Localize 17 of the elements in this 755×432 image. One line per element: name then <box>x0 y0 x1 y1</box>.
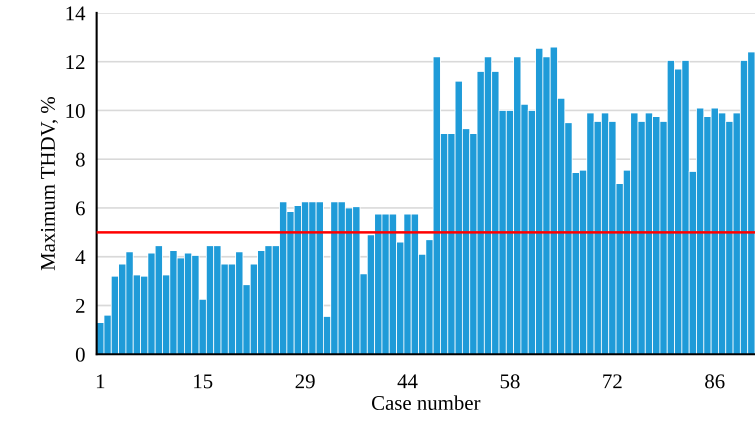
y-tick-label: 14 <box>66 6 86 20</box>
y-tick-label: 8 <box>76 152 85 167</box>
y-tick-label: 12 <box>66 55 84 69</box>
y-tick-label: 6 <box>76 201 85 216</box>
y-axis-title: Maximum THDV, % <box>40 97 58 270</box>
x-tick-label: 15 <box>194 374 212 388</box>
x-axis-title: Case number <box>372 395 480 410</box>
x-tick-label: 1 <box>96 374 104 388</box>
y-tick-label: 2 <box>76 298 84 313</box>
x-tick-label: 29 <box>296 374 315 388</box>
x-tick-label: 72 <box>603 374 622 388</box>
x-tick-label: 58 <box>500 374 520 388</box>
x-tick-label: 44 <box>398 374 418 388</box>
y-tick-label: 4 <box>76 250 86 264</box>
x-tick-label: 86 <box>705 374 725 388</box>
y-tick-label: 0 <box>76 348 85 362</box>
y-tick-label: 10 <box>66 104 85 118</box>
